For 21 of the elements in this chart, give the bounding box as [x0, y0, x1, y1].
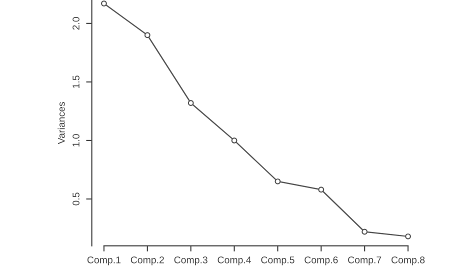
point — [405, 233, 412, 240]
y-tick-label: 0.5 — [72, 192, 80, 206]
point — [231, 137, 238, 144]
y-tick-label: 1.0 — [72, 134, 80, 146]
y-axis-title: Variances — [58, 102, 65, 144]
x-tick-label: Comp.8 — [392, 256, 425, 266]
x-tick-label: Comp.2 — [130, 256, 164, 266]
x-tick-label: Comp.4 — [218, 256, 252, 266]
x-tick-label: Comp.1 — [87, 256, 121, 266]
x-tick-label: Comp.7 — [348, 256, 382, 266]
x-tick-label: Comp.5 — [261, 256, 294, 266]
y-tick-label: 1.5 — [72, 76, 80, 88]
point — [274, 178, 281, 184]
point — [100, 0, 107, 6]
x-tick-label: Comp.3 — [174, 256, 208, 266]
point — [362, 228, 368, 235]
x-tick-label: Comp.6 — [304, 256, 338, 266]
y-tick-label: 2.0 — [72, 17, 80, 30]
point — [144, 32, 150, 38]
point — [188, 100, 194, 106]
point — [318, 186, 324, 193]
